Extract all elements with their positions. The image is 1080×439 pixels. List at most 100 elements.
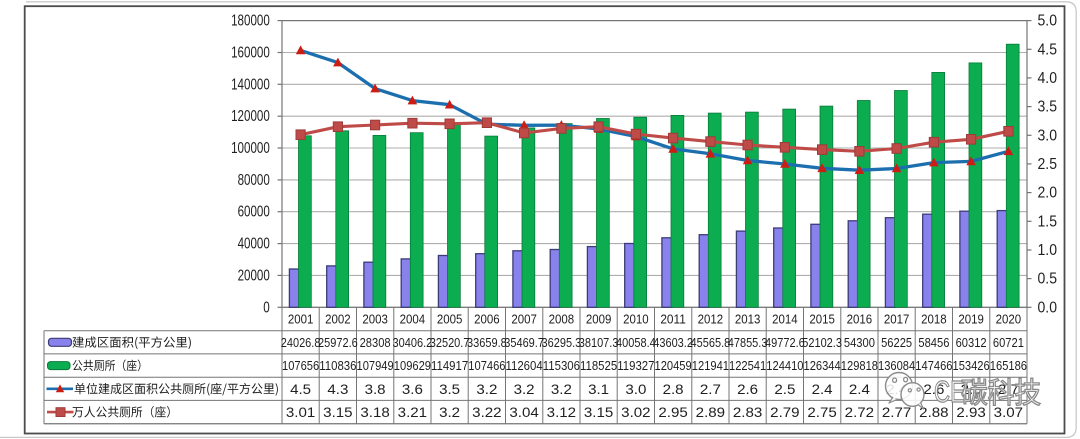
svg-text:124410: 124410 [766, 358, 803, 373]
svg-text:2.6: 2.6 [737, 382, 758, 398]
svg-text:43603.2: 43603.2 [653, 335, 693, 350]
svg-text:2012: 2012 [698, 312, 724, 327]
svg-text:115306: 115306 [543, 358, 580, 373]
svg-text:3.18: 3.18 [360, 405, 390, 421]
svg-text:126344: 126344 [804, 358, 841, 373]
svg-text:160000: 160000 [231, 45, 270, 62]
svg-text:121941: 121941 [692, 358, 729, 373]
svg-text:140000: 140000 [231, 76, 270, 93]
svg-text:2.5: 2.5 [774, 382, 795, 398]
svg-text:3.8: 3.8 [365, 382, 386, 398]
svg-text:56225: 56225 [881, 335, 912, 350]
svg-text:2017: 2017 [884, 312, 910, 327]
svg-text:2014: 2014 [772, 312, 798, 327]
svg-text:2020: 2020 [996, 312, 1022, 327]
svg-text:3.0: 3.0 [1038, 127, 1058, 144]
svg-text:2011: 2011 [660, 312, 686, 327]
svg-text:3.22: 3.22 [472, 405, 502, 421]
svg-text:3.01: 3.01 [286, 405, 316, 421]
svg-text:33659.8: 33659.8 [467, 335, 507, 350]
svg-text:36295.3: 36295.3 [542, 335, 582, 350]
svg-text:180000: 180000 [231, 13, 270, 30]
svg-text:24026.8: 24026.8 [281, 335, 321, 350]
svg-text:CE: CE [934, 374, 965, 409]
svg-text:60000: 60000 [238, 204, 270, 221]
svg-text:38107.3: 38107.3 [579, 335, 619, 350]
svg-text:2013: 2013 [735, 312, 761, 327]
svg-text:2.4: 2.4 [849, 382, 870, 398]
svg-text:30406.2: 30406.2 [393, 335, 433, 350]
svg-text:112604: 112604 [506, 358, 543, 373]
svg-text:40000: 40000 [238, 236, 270, 253]
svg-text:2.8: 2.8 [663, 382, 684, 398]
svg-text:3.2: 3.2 [476, 382, 497, 398]
svg-text:2.6: 2.6 [923, 382, 944, 398]
svg-text:2010: 2010 [623, 312, 649, 327]
svg-text:3.6: 3.6 [402, 382, 423, 398]
svg-text:2005: 2005 [437, 312, 463, 327]
svg-text:2.72: 2.72 [845, 405, 875, 421]
svg-text:107656: 107656 [282, 358, 319, 373]
svg-text:122541: 122541 [729, 358, 766, 373]
svg-text:0: 0 [263, 299, 270, 316]
svg-text:54300: 54300 [844, 335, 875, 350]
svg-text:5.0: 5.0 [1038, 13, 1058, 30]
svg-text:109629: 109629 [394, 358, 431, 373]
svg-text:2.77: 2.77 [882, 405, 912, 421]
svg-text:129818: 129818 [841, 358, 878, 373]
svg-text:2007: 2007 [511, 312, 537, 327]
svg-text:136084: 136084 [878, 358, 915, 373]
svg-text:80000: 80000 [238, 172, 270, 189]
svg-text:2.93: 2.93 [956, 405, 986, 421]
svg-text:28308: 28308 [360, 335, 391, 350]
svg-text:3.12: 3.12 [547, 405, 577, 421]
svg-text:3.0: 3.0 [625, 382, 646, 398]
svg-text:2001: 2001 [288, 312, 314, 327]
svg-text:4.0: 4.0 [1038, 70, 1058, 87]
svg-text:1.0: 1.0 [1038, 242, 1058, 259]
svg-text:2002: 2002 [325, 312, 351, 327]
svg-text:3.5: 3.5 [439, 382, 460, 398]
svg-text:2.4: 2.4 [812, 382, 833, 398]
svg-text:3.15: 3.15 [584, 405, 614, 421]
svg-text:3.1: 3.1 [588, 382, 609, 398]
svg-text:107466: 107466 [468, 358, 505, 373]
svg-text:165186: 165186 [990, 358, 1027, 373]
svg-text:49772.6: 49772.6 [765, 335, 805, 350]
svg-text:118525: 118525 [580, 358, 617, 373]
svg-text:2.7: 2.7 [700, 382, 721, 398]
svg-text:4.5: 4.5 [1038, 41, 1058, 58]
svg-text:58456: 58456 [918, 335, 949, 350]
svg-text:100000: 100000 [231, 140, 270, 157]
svg-text:20000: 20000 [238, 267, 270, 284]
svg-text:4.5: 4.5 [290, 382, 311, 398]
svg-text:2006: 2006 [474, 312, 500, 327]
svg-text:47855.3: 47855.3 [728, 335, 768, 350]
svg-text:2003: 2003 [362, 312, 388, 327]
svg-text:4.3: 4.3 [327, 382, 348, 398]
svg-text:2.75: 2.75 [807, 405, 837, 421]
svg-text:3.07: 3.07 [994, 405, 1024, 421]
svg-text:2.89: 2.89 [696, 405, 726, 421]
svg-text:107949: 107949 [357, 358, 394, 373]
svg-text:0.5: 0.5 [1038, 271, 1058, 288]
svg-text:110836: 110836 [319, 358, 356, 373]
svg-text:3.2: 3.2 [514, 382, 535, 398]
svg-text:3.21: 3.21 [398, 405, 428, 421]
svg-text:2016: 2016 [847, 312, 873, 327]
svg-text:40058.4: 40058.4 [616, 335, 656, 350]
svg-text:114917: 114917 [431, 358, 468, 373]
svg-text:60312: 60312 [956, 335, 987, 350]
svg-text:120459: 120459 [655, 358, 692, 373]
svg-text:147466: 147466 [915, 358, 952, 373]
svg-text:119327: 119327 [617, 358, 654, 373]
svg-text:3.04: 3.04 [509, 405, 539, 421]
svg-text:2015: 2015 [809, 312, 835, 327]
svg-text:3.02: 3.02 [621, 405, 651, 421]
svg-text:60721: 60721 [993, 335, 1024, 350]
svg-text:120000: 120000 [231, 108, 270, 125]
svg-text:153426: 153426 [953, 358, 990, 373]
svg-text:2.79: 2.79 [770, 405, 800, 421]
svg-text:2018: 2018 [921, 312, 947, 327]
svg-text:2.95: 2.95 [658, 405, 688, 421]
